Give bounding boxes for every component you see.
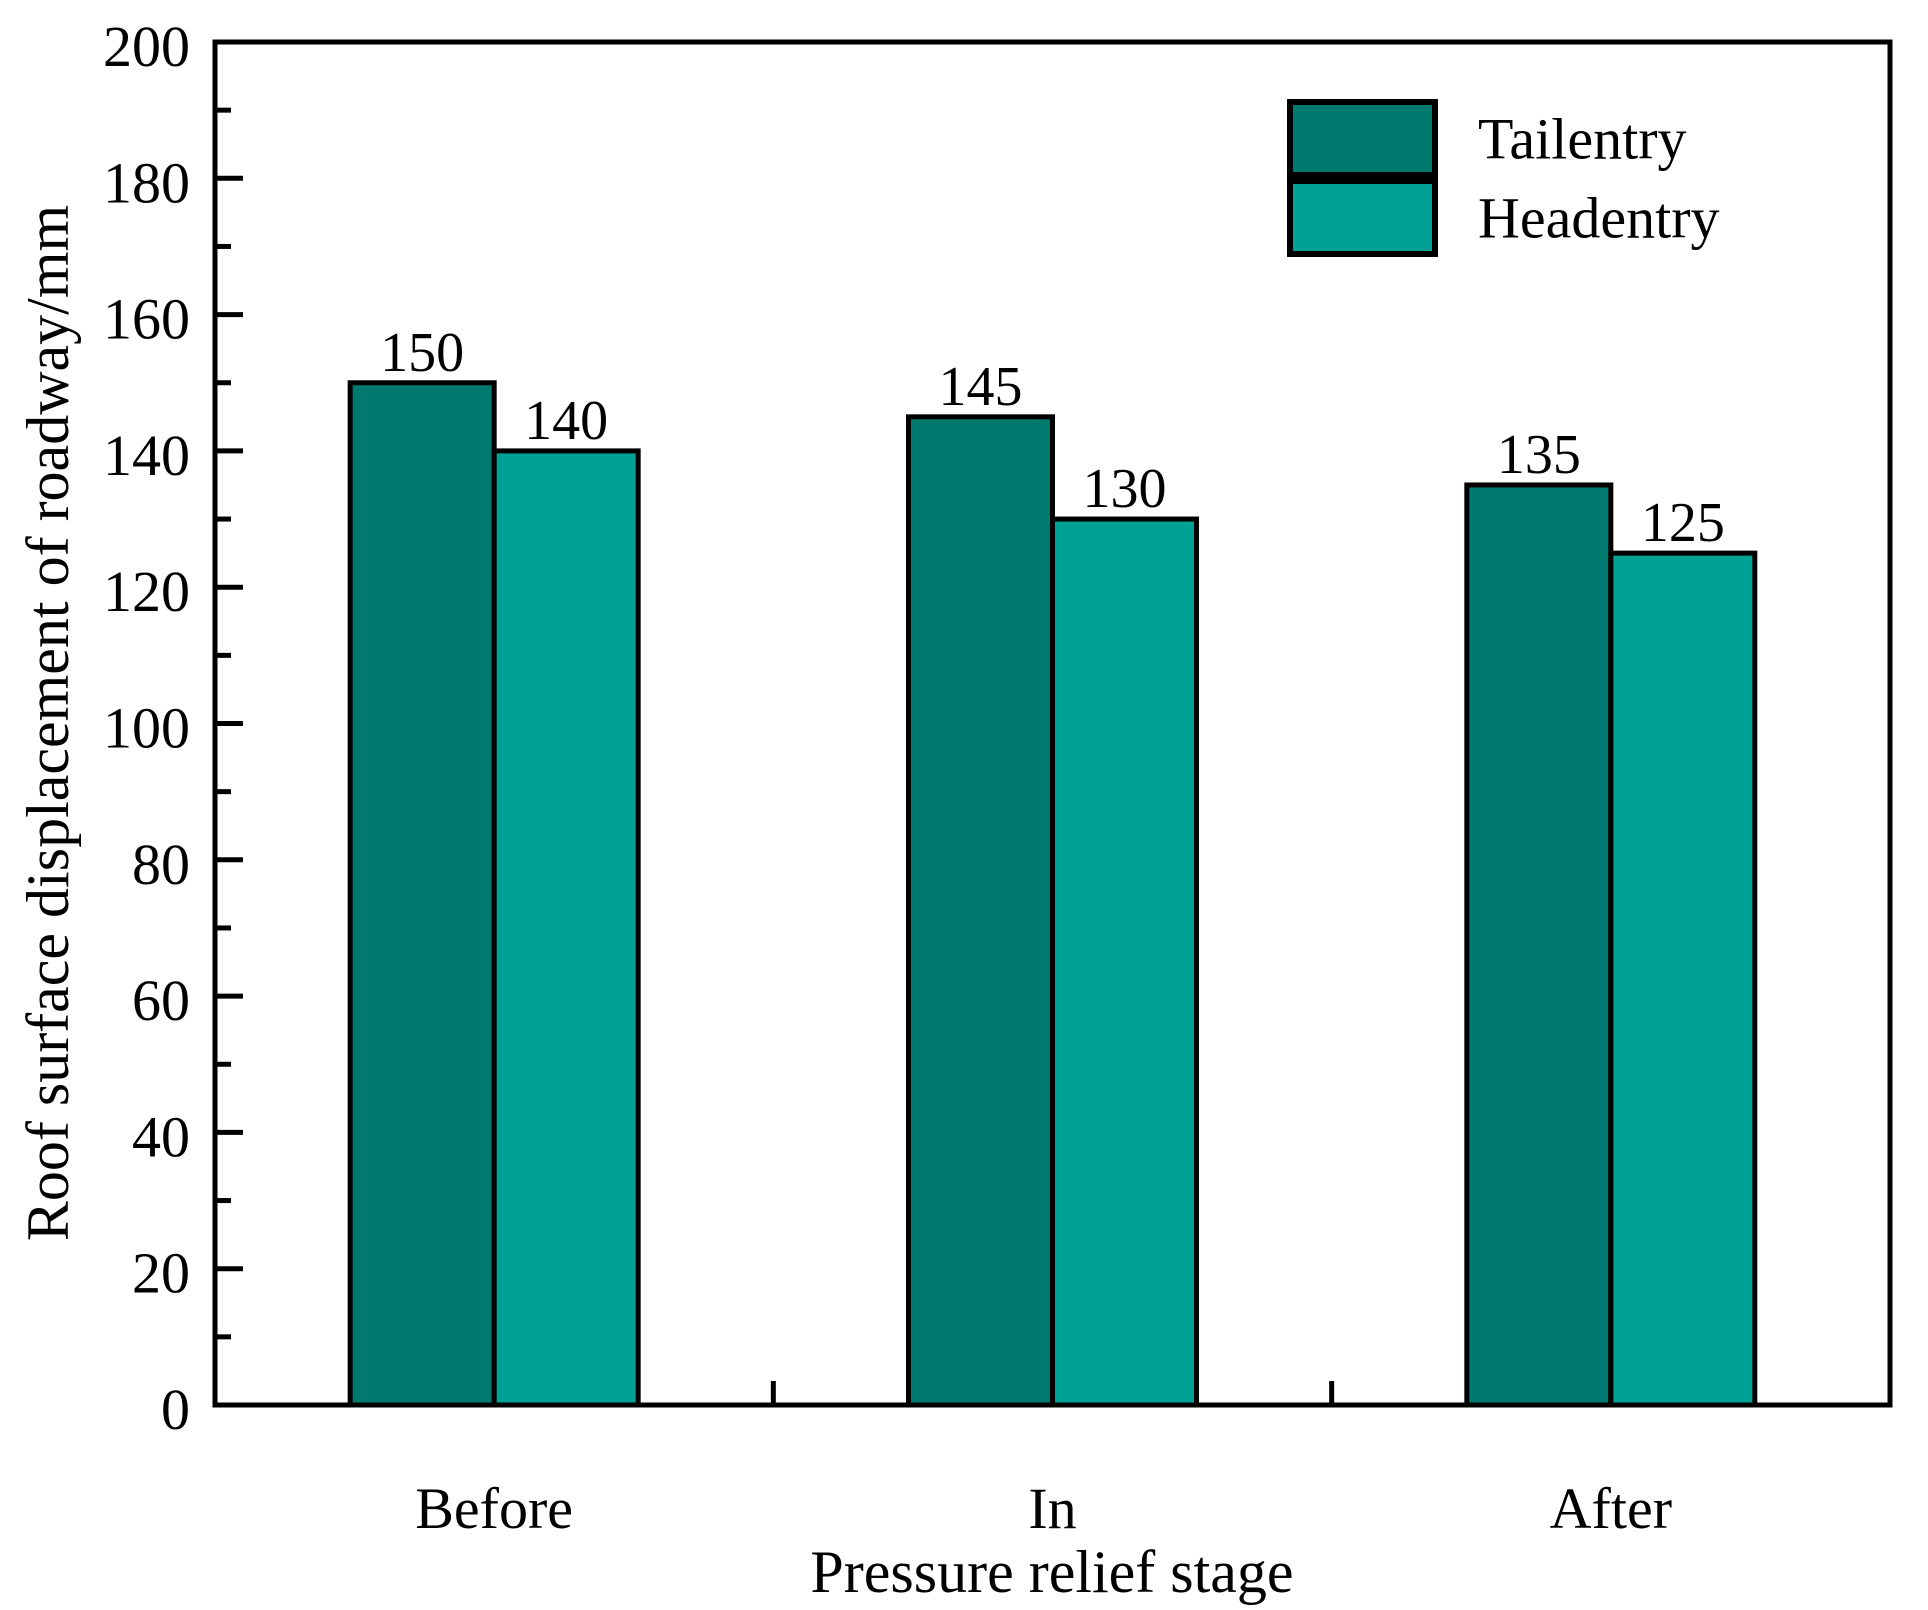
y-tick-label: 0 xyxy=(161,1377,190,1442)
legend-label: Tailentry xyxy=(1478,107,1687,172)
y-tick-label: 80 xyxy=(132,832,190,897)
chart-plot-area: 0 20 40 60 80 100 120 140 160 180 200 150 145 135 140 1… xyxy=(103,14,1893,1541)
category-label: In xyxy=(1028,1476,1076,1541)
y-tick-label: 200 xyxy=(103,14,190,79)
bar-value-label: 140 xyxy=(524,390,608,452)
bar-value-label: 150 xyxy=(380,322,464,384)
bar-headentry xyxy=(491,448,641,1408)
y-tick-label: 100 xyxy=(103,696,190,761)
bar-tailentry xyxy=(906,414,1055,1408)
y-tick-label: 140 xyxy=(103,423,190,488)
bar-value-label: 145 xyxy=(939,356,1023,418)
category-label: After xyxy=(1550,1476,1672,1541)
bar-value-label: 125 xyxy=(1641,492,1725,554)
bar-tailentry xyxy=(347,380,497,1408)
legend-label: Headentry xyxy=(1478,186,1720,251)
bar-headentry xyxy=(1050,516,1199,1408)
y-axis-title: Roof surface displacement of roadway/mm xyxy=(15,205,81,1241)
bar-value-label: 130 xyxy=(1083,458,1167,520)
y-tick-label: 20 xyxy=(132,1241,190,1306)
bar-tailentry xyxy=(1464,482,1614,1408)
bar-value-label: 135 xyxy=(1497,424,1581,486)
y-tick-label: 160 xyxy=(103,287,190,352)
legend-swatch-tailentry xyxy=(1287,99,1438,178)
y-tick-label: 60 xyxy=(132,968,190,1033)
y-tick-label: 120 xyxy=(103,559,190,624)
y-tick-label: 180 xyxy=(103,150,190,215)
bar-headentry xyxy=(1608,550,1758,1408)
x-axis-title: Pressure relief stage xyxy=(810,1539,1293,1605)
category-label: Before xyxy=(415,1476,573,1541)
legend-swatch-headentry xyxy=(1287,178,1438,257)
y-tick-label: 40 xyxy=(132,1104,190,1169)
